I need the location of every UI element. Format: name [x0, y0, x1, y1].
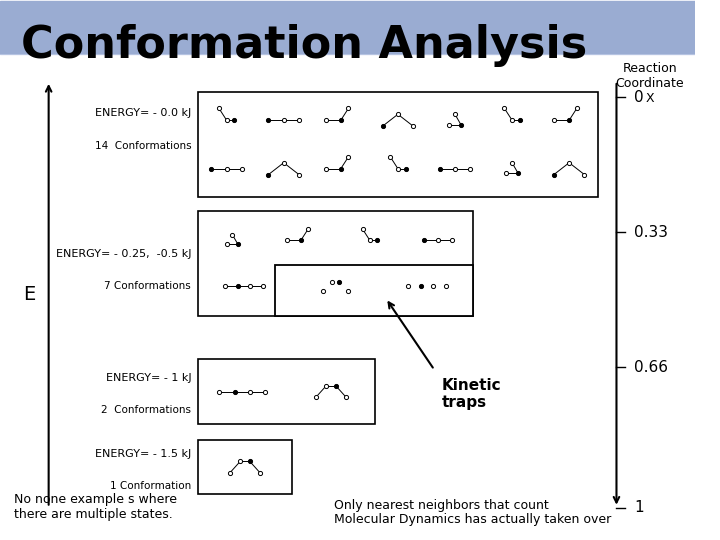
Bar [0, 2, 695, 52]
Bar [0, 5, 695, 52]
Text: ENERGY= - 1.5 kJ: ENERGY= - 1.5 kJ [95, 449, 191, 458]
Bar [0, 25, 695, 52]
Bar [0, 49, 695, 53]
Bar [0, 43, 695, 53]
Bar [0, 8, 695, 52]
Bar [0, 15, 695, 52]
Bar [0, 3, 695, 52]
Bar [0, 16, 695, 52]
Bar [0, 17, 695, 52]
Bar [0, 38, 695, 52]
Bar [0, 42, 695, 53]
Bar [0, 19, 695, 52]
Text: 0: 0 [634, 90, 644, 105]
Text: 0.33: 0.33 [634, 225, 668, 240]
Bar [0, 40, 695, 52]
Bar [0, 24, 695, 52]
Text: Reaction
Coordinate
X: Reaction Coordinate X [616, 62, 684, 105]
Bar [0, 21, 695, 52]
Bar [0, 4, 695, 52]
Bar [198, 211, 472, 316]
Bar [198, 359, 375, 424]
Bar [0, 30, 695, 52]
Text: Only nearest neighbors that count
Molecular Dynamics has actually taken over: Only nearest neighbors that count Molecu… [333, 498, 611, 526]
Bar [0, 51, 695, 53]
Text: E: E [23, 285, 35, 304]
Bar [0, 1, 695, 52]
Text: 0.66: 0.66 [634, 360, 668, 375]
Bar [0, 32, 695, 52]
Bar [0, 44, 695, 53]
Bar [0, 13, 695, 52]
Bar [0, 11, 695, 52]
Bar [0, 41, 695, 53]
Text: ENERGY= - 1 kJ: ENERGY= - 1 kJ [106, 373, 191, 383]
Bar [0, 23, 695, 52]
Bar [0, 53, 695, 54]
Bar [0, 22, 695, 52]
Bar [198, 92, 598, 197]
Bar [0, 29, 695, 52]
Text: 14  Conformations: 14 Conformations [94, 141, 191, 151]
Bar [0, 10, 695, 52]
Bar [0, 27, 695, 52]
Bar [0, 12, 695, 52]
Text: 7 Conformations: 7 Conformations [104, 281, 191, 291]
Bar [0, 14, 695, 52]
Text: 1: 1 [634, 500, 644, 515]
Text: Kinetic
traps: Kinetic traps [441, 378, 501, 410]
Bar [0, 37, 695, 52]
Text: 2  Conformations: 2 Conformations [101, 406, 191, 415]
Text: ENERGY= - 0.0 kJ: ENERGY= - 0.0 kJ [95, 109, 191, 118]
Bar [0, 48, 695, 53]
Bar [0, 45, 695, 53]
Bar [0, 52, 695, 53]
Text: Conformation Analysis: Conformation Analysis [21, 24, 587, 68]
Bar [0, 18, 695, 52]
Bar [0, 31, 695, 52]
Bar [0, 39, 695, 52]
Bar [0, 50, 695, 53]
Bar [0, 46, 695, 53]
Bar [0, 33, 695, 52]
Text: 1 Conformation: 1 Conformation [110, 481, 191, 491]
Text: No none example s where
there are multiple states.: No none example s where there are multip… [14, 493, 177, 521]
Bar [0, 6, 695, 52]
Bar [274, 265, 472, 316]
Bar [0, 28, 695, 52]
Bar [0, 35, 695, 52]
Bar [198, 440, 292, 494]
Text: ENERGY= - 0.25,  -0.5 kJ: ENERGY= - 0.25, -0.5 kJ [55, 249, 191, 259]
Bar [0, 36, 695, 52]
Bar [0, 9, 695, 52]
Bar [0, 26, 695, 52]
